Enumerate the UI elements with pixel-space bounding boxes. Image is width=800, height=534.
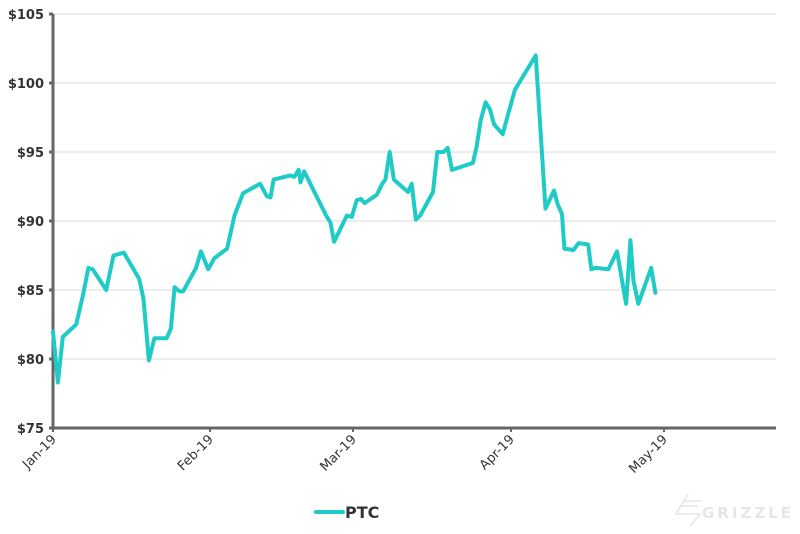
x-axis: Jan-19 Feb-19 Mar-19 Apr-19 May-19 xyxy=(19,426,776,477)
legend-label-ptc: PTC xyxy=(345,503,379,522)
x-tick-label: Feb-19 xyxy=(175,432,217,474)
y-tick-label: $80 xyxy=(17,353,44,368)
gridlines xyxy=(53,13,776,360)
watermark-text: GRIZZLE xyxy=(702,504,794,522)
x-tick-label: Mar-19 xyxy=(317,432,359,474)
x-tick-label: Apr-19 xyxy=(477,432,518,473)
y-axis: $75 $80 $85 $90 $95 $100 $105 xyxy=(8,8,55,437)
x-tick-label: Jan-19 xyxy=(19,432,60,473)
y-tick-label: $95 xyxy=(17,146,44,161)
grizzle-logo-icon xyxy=(674,493,702,527)
ptc-series-line xyxy=(51,53,658,385)
grizzle-watermark: GRIZZLE xyxy=(674,493,794,527)
y-tick-label: $100 xyxy=(8,77,44,92)
legend: PTC xyxy=(314,503,379,522)
y-tick-label: $105 xyxy=(8,8,44,23)
x-tick-label: May-19 xyxy=(626,432,670,476)
y-tick-label: $75 xyxy=(17,422,44,437)
y-tick-label: $90 xyxy=(17,215,44,230)
y-tick-label: $85 xyxy=(17,284,44,299)
